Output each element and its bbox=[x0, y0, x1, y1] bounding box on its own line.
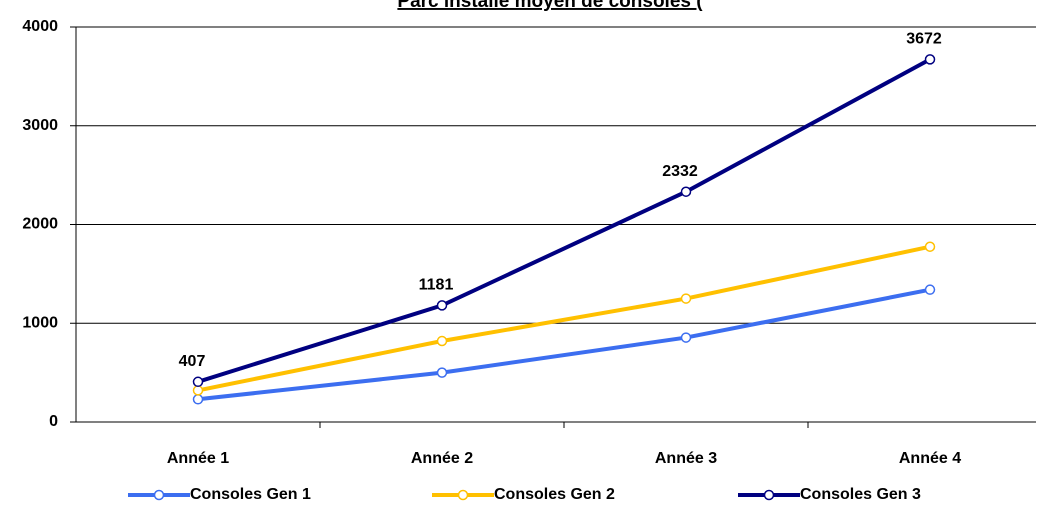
x-tick-label: Année 1 bbox=[167, 450, 229, 467]
point bbox=[192, 376, 204, 388]
y-tick-label: 0 bbox=[49, 413, 58, 430]
point bbox=[924, 241, 936, 252]
data-label: 2332 bbox=[662, 163, 698, 180]
x-tick-label: Année 2 bbox=[411, 450, 473, 467]
legend-label: Consoles Gen 1 bbox=[190, 486, 311, 503]
point bbox=[680, 332, 692, 343]
series-line bbox=[197, 287, 931, 402]
series-line bbox=[197, 244, 931, 393]
point bbox=[192, 385, 204, 396]
legend-label: Consoles Gen 2 bbox=[494, 486, 615, 503]
point bbox=[680, 293, 692, 304]
point bbox=[436, 367, 448, 378]
data-label: 3672 bbox=[906, 31, 942, 48]
point bbox=[436, 335, 448, 347]
point bbox=[192, 394, 204, 405]
data-label: 407 bbox=[179, 353, 206, 370]
y-tick-label: 1000 bbox=[22, 314, 58, 331]
legend-marker bbox=[763, 489, 775, 501]
y-tick-label: 4000 bbox=[22, 18, 58, 35]
x-tick-label: Année 4 bbox=[899, 450, 961, 467]
chart-title: Parc installé moyen de consoles ( bbox=[397, 0, 703, 12]
y-tick-label: 2000 bbox=[22, 216, 58, 233]
legend-marker bbox=[153, 489, 165, 501]
point bbox=[924, 284, 936, 295]
data-label: 1181 bbox=[419, 277, 454, 294]
y-tick-label: 3000 bbox=[22, 117, 58, 134]
point bbox=[924, 54, 936, 65]
point bbox=[436, 300, 448, 311]
x-tick-label: Année 3 bbox=[655, 450, 717, 467]
point bbox=[680, 186, 692, 197]
series-line bbox=[197, 57, 931, 384]
legend-label: Consoles Gen 3 bbox=[800, 486, 921, 503]
legend-marker bbox=[457, 489, 469, 501]
